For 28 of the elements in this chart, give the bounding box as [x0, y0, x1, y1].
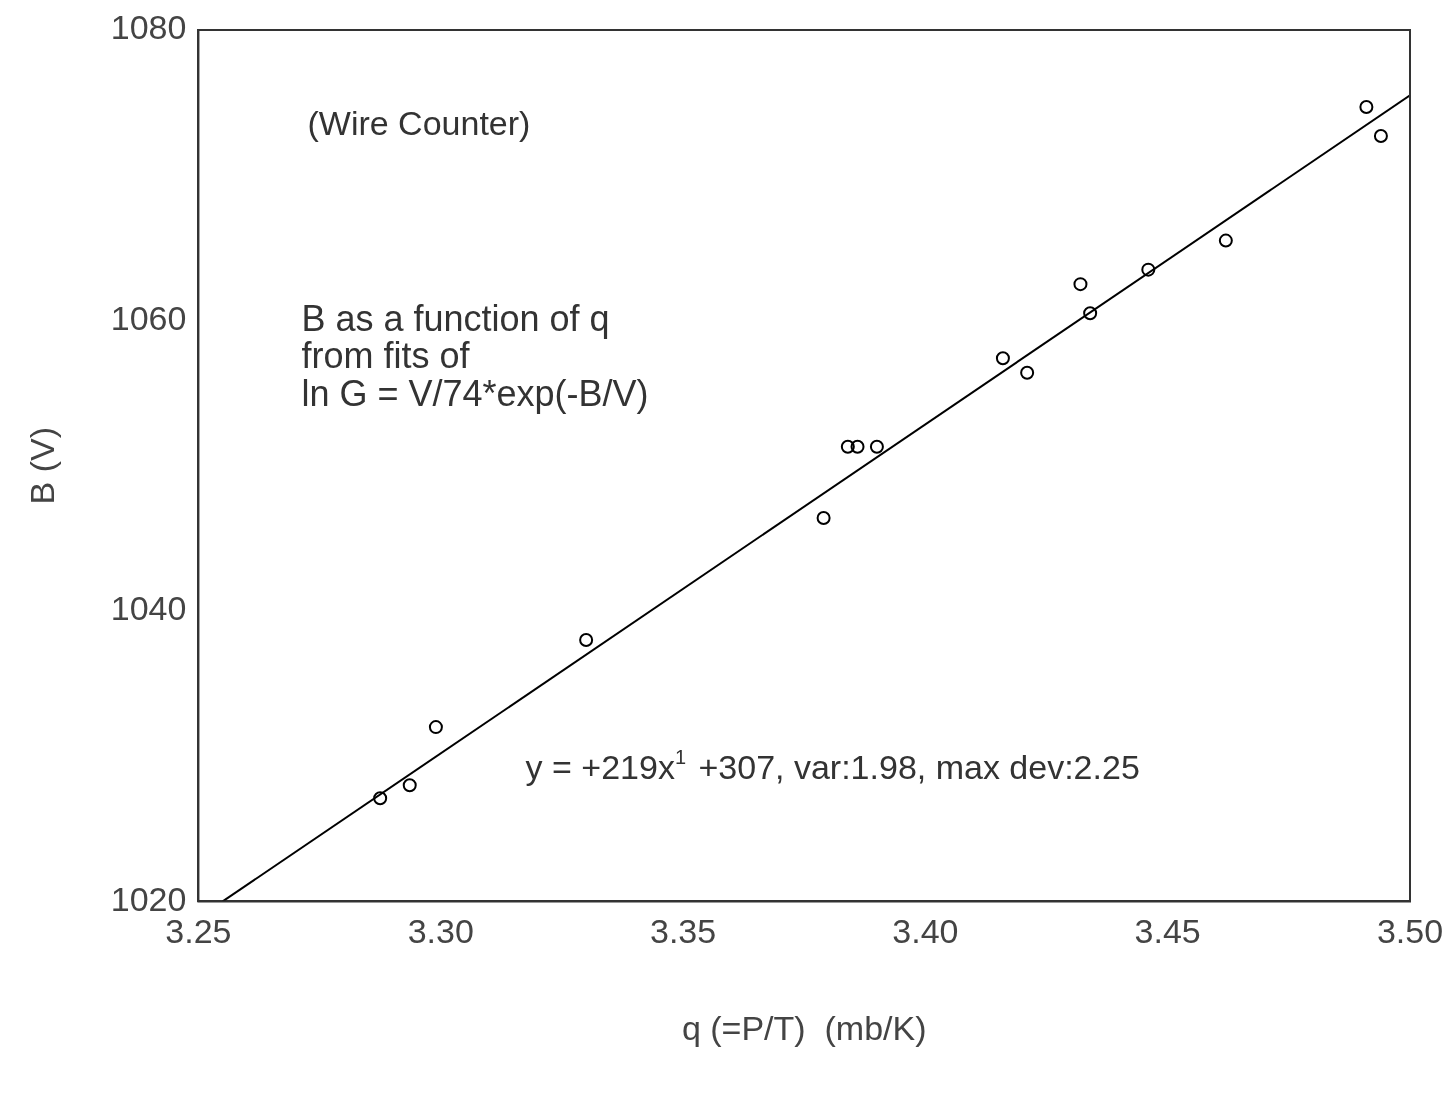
- y-tick-label: 1060: [110, 298, 187, 337]
- point: [816, 510, 831, 525]
- point: [1359, 99, 1374, 114]
- x-tick-label: 3.35: [649, 912, 717, 951]
- point: [1083, 306, 1098, 321]
- point: [1073, 277, 1088, 292]
- annotation: (Wire Counter): [307, 103, 531, 142]
- y-tick-label: 1080: [110, 8, 187, 47]
- point: [402, 778, 417, 793]
- point: [850, 439, 865, 454]
- point: [840, 439, 855, 454]
- x-axis-title: q (=P/T) (mb/K): [681, 1008, 927, 1047]
- annotation: B as a function of q from fits of ln G = V/74*exp(-B/V): [301, 297, 649, 415]
- y-tick-label: 1040: [110, 589, 187, 628]
- point: [373, 791, 388, 806]
- point: [1020, 365, 1035, 380]
- point: [1218, 233, 1233, 248]
- x-tick-label: 3.50: [1376, 912, 1444, 951]
- point: [428, 720, 443, 735]
- point: [995, 351, 1010, 366]
- point: [1373, 129, 1388, 144]
- x-tick-label: 3.40: [892, 912, 959, 951]
- point: [579, 632, 594, 647]
- x-tick-label: 3.30: [407, 912, 474, 951]
- point: [1141, 262, 1156, 277]
- point: [869, 439, 884, 454]
- x-tick-label: 3.45: [1134, 912, 1201, 951]
- y-axis-title: B (V): [22, 426, 61, 505]
